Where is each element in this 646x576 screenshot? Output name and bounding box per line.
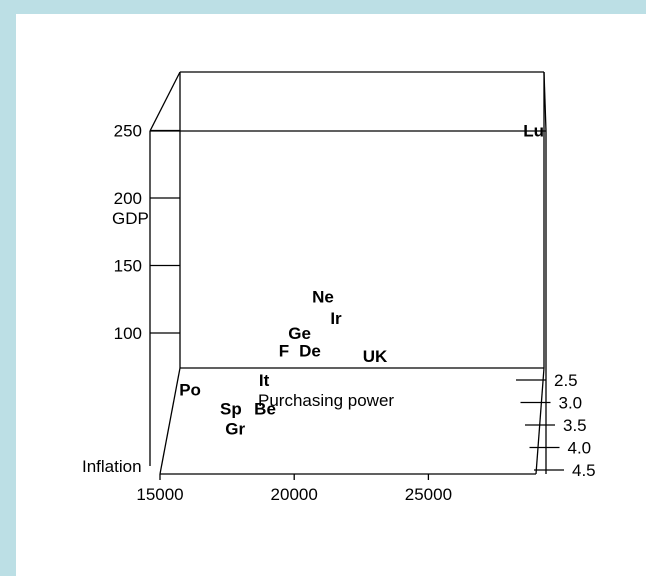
- data-point-ir: Ir: [330, 309, 342, 328]
- inflation-tick-label: 4.0: [568, 439, 592, 458]
- data-point-ge: Ge: [288, 324, 311, 343]
- floor-left-edge: [160, 368, 180, 474]
- gdp-axis-title: GDP: [112, 209, 149, 228]
- data-point-de: De: [299, 342, 321, 361]
- inflation-tick-label: 4.5: [572, 461, 596, 480]
- inflation-tick-label: 2.5: [554, 371, 578, 390]
- inflation-tick-label: 3.5: [563, 416, 587, 435]
- gdp-tick-label: 250: [114, 122, 142, 141]
- gdp-tick-label: 150: [114, 257, 142, 276]
- gdp-tick-label: 200: [114, 189, 142, 208]
- inflation-axis-ticks: 2.5 3.0 3.5 4.0 4.5: [516, 371, 596, 480]
- gdp-axis-ticks: 100 150 200 250: [114, 122, 180, 344]
- pp-tick-label: 20000: [271, 485, 318, 504]
- data-point-f: F: [279, 342, 289, 361]
- data-point-uk: UK: [363, 347, 388, 366]
- pp-tick-label: 25000: [405, 485, 452, 504]
- pp-tick-label: 15000: [136, 485, 183, 504]
- data-point-be: Be: [254, 399, 276, 418]
- data-point-lu: Lu: [523, 122, 544, 141]
- data-point-gr: Gr: [225, 419, 245, 438]
- data-point-sp: Sp: [220, 399, 242, 418]
- inflation-tick-label: 3.0: [559, 394, 583, 413]
- plot-box: [150, 72, 546, 474]
- data-point-ne: Ne: [312, 288, 334, 307]
- data-point-po: Po: [179, 381, 201, 400]
- scatter3d-plot: 100 150 200 250 15000 20000 25000 2.5 3.0 3.5 4.…: [16, 14, 646, 576]
- gdp-tick-label: 100: [114, 324, 142, 343]
- inflation-axis-title: Inflation: [82, 457, 142, 476]
- purchasing-power-axis-title: Purchasing power: [258, 391, 394, 410]
- purchasing-power-axis-ticks: 15000 20000 25000: [136, 474, 452, 504]
- box-edge-top-left: [150, 72, 180, 131]
- floor-right-edge: [536, 368, 544, 474]
- chart-frame: 100 150 200 250 15000 20000 25000 2.5 3.0 3.5 4.…: [16, 14, 646, 576]
- data-point-it: It: [259, 371, 270, 390]
